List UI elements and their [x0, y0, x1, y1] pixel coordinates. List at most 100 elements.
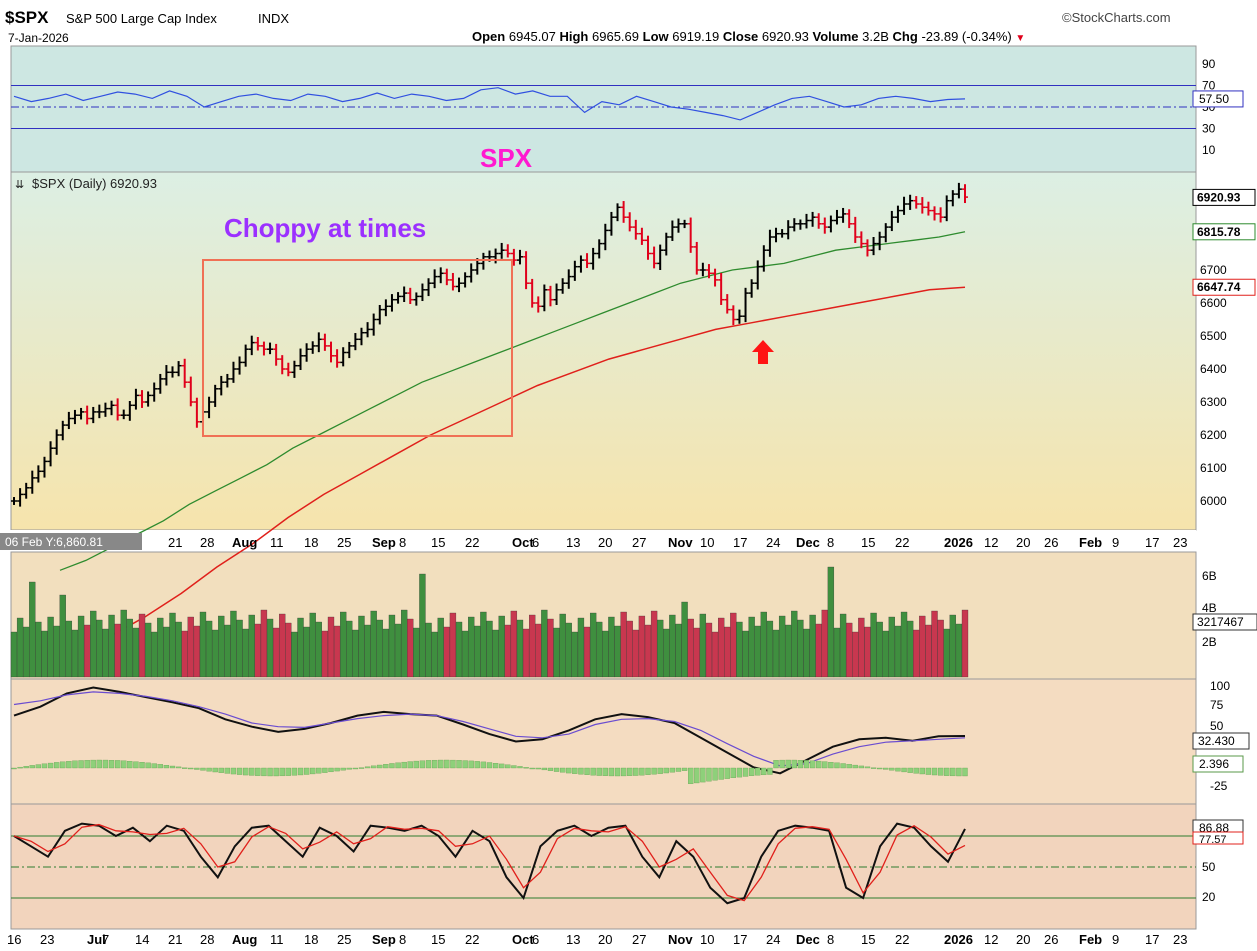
price-bar: [590, 247, 597, 270]
price-bar: [901, 196, 908, 215]
ma50-price-tag-text: 6815.78: [1197, 225, 1241, 239]
price-bar: [815, 213, 822, 229]
macd-histogram-bar: [23, 766, 29, 769]
macd-histogram-bar: [175, 766, 182, 769]
macd-histogram-bar: [90, 759, 96, 769]
volume-bar: [358, 615, 365, 678]
price-bar: [779, 229, 786, 238]
price-bar: [559, 278, 566, 294]
ohlc-strip: Open 6945.07 High 6965.69 Low 6919.19 Cl…: [472, 29, 1025, 44]
x-tick-label-bottom: 17: [733, 932, 747, 947]
price-bar: [84, 405, 91, 425]
volume-bar: [650, 610, 658, 678]
x-tick-label-top: 28: [200, 535, 214, 550]
x-tick-label-bottom: 16: [7, 932, 21, 947]
rsi-tick-label: 70: [1202, 79, 1216, 93]
macd-histogram-bar: [303, 767, 310, 775]
x-tick-label-bottom: Dec: [796, 932, 820, 947]
volume-bar: [53, 625, 60, 678]
macd-histogram-bar: [456, 760, 462, 769]
price-bar: [894, 205, 901, 223]
volume-bar: [169, 612, 176, 678]
volume-bar: [833, 627, 841, 678]
volume-bar: [419, 573, 426, 678]
volume-bar: [35, 621, 42, 678]
macd-histogram-bar: [438, 759, 444, 769]
macd-histogram-bar: [706, 767, 712, 782]
volume-bar: [449, 612, 457, 678]
price-bar: [480, 252, 487, 270]
x-tick-label-top: Sep: [372, 535, 396, 550]
x-tick-label-bottom: 28: [200, 932, 214, 947]
macd-histogram-bar: [401, 761, 407, 769]
x-tick-label-bottom: 10: [700, 932, 714, 947]
macd-histogram-bar: [200, 767, 206, 771]
macd-histogram-bar: [371, 765, 377, 769]
x-tick-label-top: 12: [984, 535, 998, 550]
volume-bar: [266, 618, 274, 678]
volume-bar: [882, 630, 889, 678]
price-bar: [809, 211, 816, 227]
x-tick-label-top: 25: [337, 535, 351, 550]
volume-bar: [236, 619, 243, 678]
macd-histogram-bar: [218, 767, 224, 773]
macd-histogram-bar: [316, 767, 322, 774]
volume-bar: [71, 629, 79, 678]
volume-bar: [364, 624, 371, 678]
price-bar: [955, 182, 962, 199]
volume-bar: [571, 631, 578, 678]
macd-histogram-bar: [255, 767, 261, 776]
price-bar: [626, 212, 633, 232]
price-bar: [212, 384, 219, 407]
volume-bar: [559, 613, 566, 678]
price-bar: [462, 272, 469, 288]
volume-bar: [352, 629, 359, 678]
x-tick-label-top: Oct: [512, 535, 534, 550]
volume-bar: [437, 617, 444, 678]
macd-tick-label: -25: [1210, 779, 1228, 793]
macd-histogram-bar: [279, 767, 285, 777]
price-bar: [376, 304, 383, 325]
macd-histogram-bar: [736, 767, 743, 778]
volume-bar: [736, 621, 743, 678]
volume-bar: [254, 623, 261, 678]
macd-histogram-bar: [322, 767, 328, 773]
price-bar: [35, 465, 42, 483]
choppy-box: [202, 259, 513, 437]
macd-tick-label: 50: [1210, 719, 1224, 733]
volume-bar: [151, 631, 158, 678]
macd-hist-tag-text: 2.396: [1199, 757, 1229, 771]
macd-histogram-bar: [29, 765, 35, 769]
price-bar: [949, 190, 956, 207]
macd-histogram-bar: [944, 767, 950, 776]
stockcharts-brand[interactable]: ©StockCharts.com: [1062, 10, 1171, 25]
price-bar: [175, 361, 182, 377]
price-bar: [766, 229, 773, 257]
price-bar: [120, 409, 127, 420]
macd-histogram-bar: [767, 767, 773, 775]
macd-histogram-bar: [389, 763, 395, 769]
x-tick-label-bottom: 24: [766, 932, 780, 947]
price-bar: [187, 376, 194, 407]
price-bar: [937, 207, 944, 223]
volume-bar: [175, 621, 182, 678]
price-bar: [791, 218, 798, 232]
close-value: 6920.93: [761, 29, 809, 44]
volume-bar: [260, 609, 268, 678]
volume-bar: [900, 611, 908, 678]
volume-bar: [309, 612, 316, 678]
volume-bar: [144, 622, 152, 678]
macd-histogram-bar: [529, 767, 535, 770]
macd-histogram-bar: [596, 767, 602, 776]
macd-histogram-bar: [907, 767, 913, 773]
macd-histogram-bar: [840, 763, 846, 769]
price-bar: [693, 241, 700, 275]
volume-bar: [77, 615, 85, 678]
price-bar: [59, 420, 66, 441]
volume-tick-label: 4B: [1202, 601, 1217, 615]
price-bar: [620, 201, 627, 223]
x-tick-label-top: 17: [1145, 535, 1159, 550]
x-tick-label-bottom: 15: [861, 932, 875, 947]
volume-bar: [272, 627, 280, 678]
